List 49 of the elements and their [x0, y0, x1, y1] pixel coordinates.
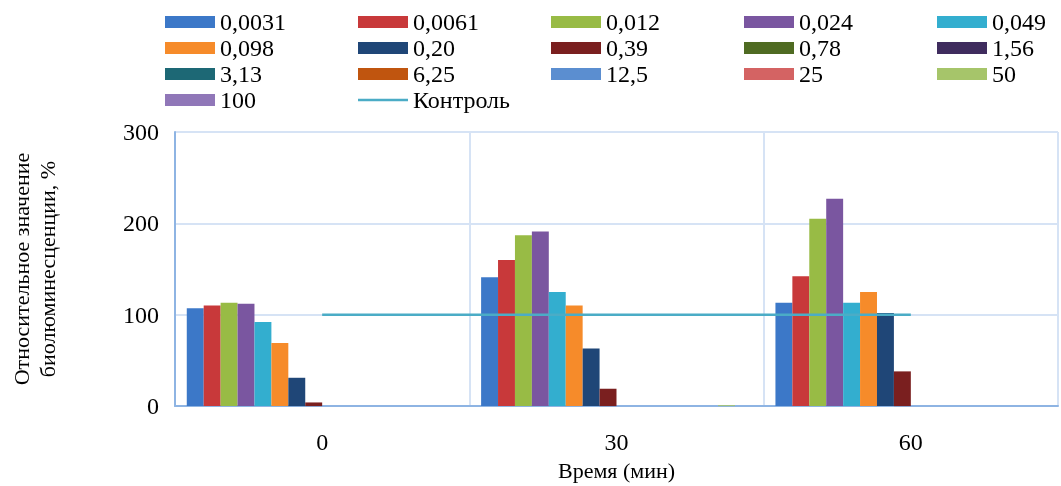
legend-label: 0,049 — [992, 9, 1046, 35]
y-tick-label: 100 — [123, 301, 159, 328]
bar — [809, 218, 827, 407]
bar — [599, 388, 617, 407]
x-axis-title: Время (мин) — [557, 457, 676, 483]
legend-label: 3,13 — [220, 61, 262, 87]
bar — [237, 303, 255, 407]
bar — [254, 322, 272, 407]
legend-label: 1,56 — [992, 35, 1034, 61]
bar — [498, 259, 515, 407]
legend-label: 0,0061 — [413, 9, 479, 35]
bar — [481, 277, 499, 407]
x-tick-label: 60 — [898, 429, 923, 456]
bar — [531, 231, 549, 407]
x-tick-label: 30 — [604, 429, 629, 456]
bar — [548, 291, 566, 407]
bar — [582, 348, 600, 407]
bar — [514, 235, 532, 407]
legend-label: 0,024 — [799, 9, 853, 35]
bar — [186, 308, 204, 407]
legend-label: 0,012 — [606, 9, 660, 35]
y-axis-title: Относительное значение биолюминесценции, % — [8, 152, 60, 386]
bar — [305, 402, 323, 407]
bar — [203, 305, 221, 407]
x-tick-label: 0 — [316, 429, 329, 456]
y-tick-label: 200 — [123, 210, 159, 237]
bar — [271, 343, 289, 407]
bar — [843, 302, 861, 407]
legend-label: 0,098 — [220, 35, 274, 61]
bar — [860, 291, 877, 407]
bar — [775, 302, 793, 407]
bar — [893, 371, 911, 407]
legend-label: 0,0031 — [220, 9, 286, 35]
legend-label: 100 — [220, 87, 256, 113]
bar — [288, 377, 306, 407]
legend-label: 12,5 — [606, 61, 648, 87]
bar — [220, 302, 238, 407]
legend-label: 0,20 — [413, 35, 455, 61]
bar — [826, 198, 844, 407]
legend-label: Контроль — [413, 87, 511, 113]
legend-label: 0,78 — [799, 35, 841, 61]
legend-label: 25 — [799, 61, 823, 87]
legend-label: 6,25 — [413, 61, 455, 87]
legend-label: 50 — [992, 61, 1016, 87]
legend-label: 0,39 — [606, 35, 648, 61]
y-tick-label: 0 — [147, 393, 159, 420]
bar — [792, 276, 810, 407]
bar — [565, 305, 583, 407]
y-tick-label: 300 — [123, 119, 159, 145]
